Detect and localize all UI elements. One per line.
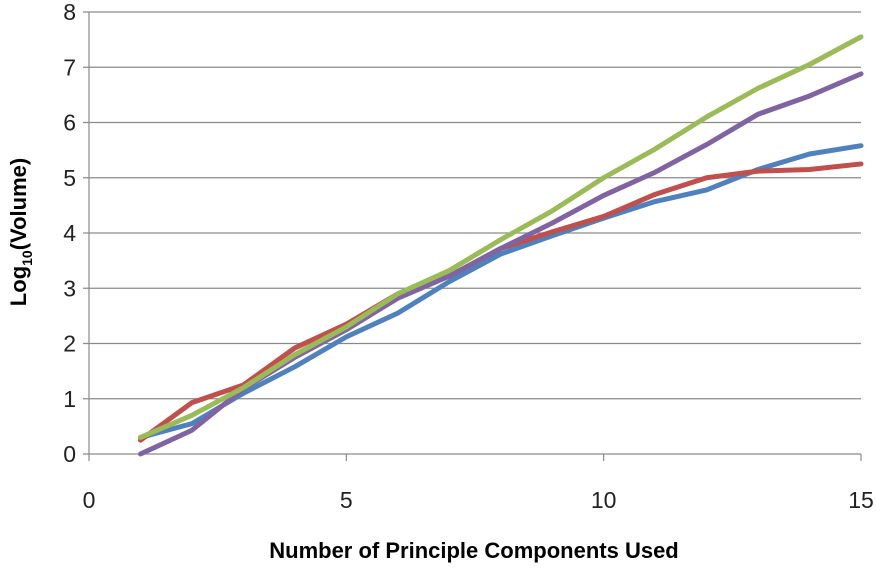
tick-labels: 0 1 2 3 4 5 6 7 8 0 5 10 15 bbox=[63, 0, 874, 513]
x-tick-label: 5 bbox=[340, 487, 353, 513]
y-tick-label: 6 bbox=[63, 110, 76, 136]
y-tick-label: 1 bbox=[63, 386, 76, 412]
y-axis-title-prefix: Log bbox=[6, 266, 31, 306]
series-line-1 bbox=[137, 143, 864, 440]
y-tick-label: 5 bbox=[63, 165, 76, 191]
series-lines bbox=[137, 34, 864, 457]
y-tick-label: 7 bbox=[63, 54, 76, 80]
x-tick-label: 10 bbox=[591, 487, 617, 513]
x-axis-title: Number of Principle Components Used bbox=[269, 538, 679, 563]
y-tick-label: 8 bbox=[63, 0, 76, 25]
y-tick-label: 4 bbox=[63, 220, 76, 246]
series-line-4 bbox=[137, 34, 864, 440]
series-line-3 bbox=[137, 71, 864, 457]
y-axis-title-subscript: 10 bbox=[19, 250, 35, 266]
y-axis-title: Log10(Volume) bbox=[6, 158, 35, 306]
axes bbox=[88, 12, 862, 461]
y-tick-label: 3 bbox=[63, 275, 76, 301]
x-tick-label: 0 bbox=[83, 487, 96, 513]
gridlines bbox=[83, 11, 861, 455]
y-tick-label: 0 bbox=[63, 441, 76, 467]
x-tick-label: 15 bbox=[848, 487, 874, 513]
y-tick-label: 2 bbox=[63, 331, 76, 357]
y-axis-title-suffix: (Volume) bbox=[6, 158, 31, 250]
